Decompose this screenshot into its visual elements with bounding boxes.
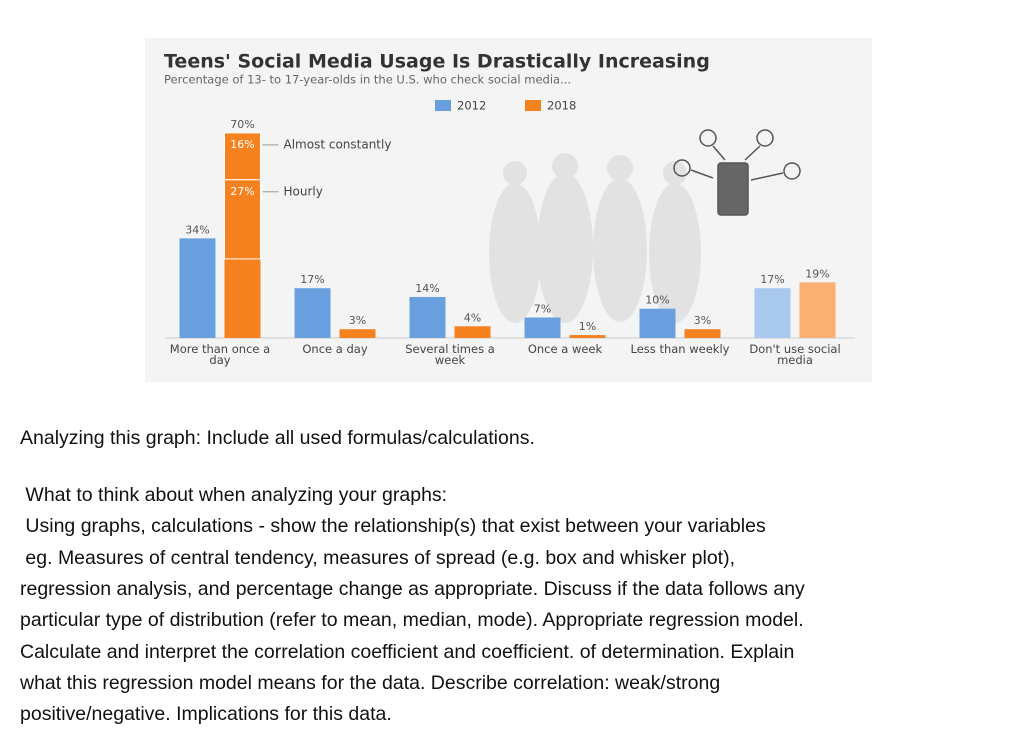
- text-line: particular type of distribution (refer t…: [20, 609, 804, 632]
- bar: [569, 335, 606, 338]
- annotation: Hourly: [284, 184, 323, 198]
- text-line: What to think about when analyzing your …: [20, 484, 448, 506]
- text-line: regression analysis, and percentage chan…: [20, 577, 805, 600]
- chart: Teens' Social Media Usage Is Drastically…: [164, 51, 855, 339]
- legend-swatch: [435, 100, 451, 111]
- value-label: 4%: [464, 311, 481, 324]
- x-tick-label: Less than weekly: [630, 342, 730, 356]
- chart-title: Teens' Social Media Usage Is Drastically…: [164, 51, 710, 73]
- bar: [294, 288, 331, 338]
- x-tick-label: More than once a day: [169, 342, 271, 367]
- bar: [454, 326, 491, 338]
- legend-label: 2012: [457, 99, 486, 113]
- heading: Analyzing this graph: Include all used f…: [20, 427, 535, 449]
- x-tick-label: Several times a week: [405, 342, 495, 367]
- bar: [179, 238, 216, 338]
- text-line: what this regression model means for the…: [20, 671, 721, 694]
- value-label: 1%: [579, 320, 596, 333]
- value-label: 7%: [534, 302, 551, 315]
- value-label: 17%: [300, 273, 324, 286]
- breakdown-segment: [224, 179, 261, 260]
- text-line: eg. Measures of central tendency, measur…: [20, 546, 736, 569]
- value-label: 10%: [645, 294, 669, 307]
- value-label: 17%: [760, 273, 784, 286]
- value-label: 19%: [805, 267, 829, 280]
- value-label: 14%: [415, 282, 439, 295]
- segment-label: 16%: [230, 138, 254, 151]
- value-label: 3%: [694, 314, 711, 327]
- legend-swatch: [525, 100, 541, 111]
- segment-label: 27%: [230, 185, 254, 198]
- text-line: Calculate and interpret the correlation …: [20, 640, 795, 663]
- breakdown-segment: [224, 132, 261, 181]
- silhouettes: [489, 153, 701, 323]
- bar: [754, 288, 791, 338]
- bar: [524, 317, 561, 338]
- chart-image: Teens' Social Media Usage Is Drastically…: [145, 38, 872, 382]
- value-label: 70%: [230, 118, 254, 131]
- x-tick-label: Once a day: [302, 342, 368, 356]
- bar: [339, 329, 376, 338]
- legend-label: 2018: [547, 99, 576, 113]
- x-tick-label: Once a week: [527, 342, 603, 356]
- bar: [799, 282, 836, 338]
- bar: [409, 296, 446, 338]
- bar: [684, 329, 721, 338]
- value-label: 3%: [349, 314, 366, 327]
- x-tick-label: Don't use social media: [749, 342, 841, 367]
- phone-icon: [673, 129, 801, 216]
- text-line: positive/negative. Implications for this…: [20, 703, 392, 726]
- value-label: 34%: [185, 223, 209, 236]
- annotation: Almost constantly: [284, 137, 392, 151]
- chart-subtitle: Percentage of 13- to 17-year-olds in the…: [164, 73, 571, 87]
- bar: [639, 308, 676, 338]
- text-line: Using graphs, calculations - show the re…: [20, 515, 766, 538]
